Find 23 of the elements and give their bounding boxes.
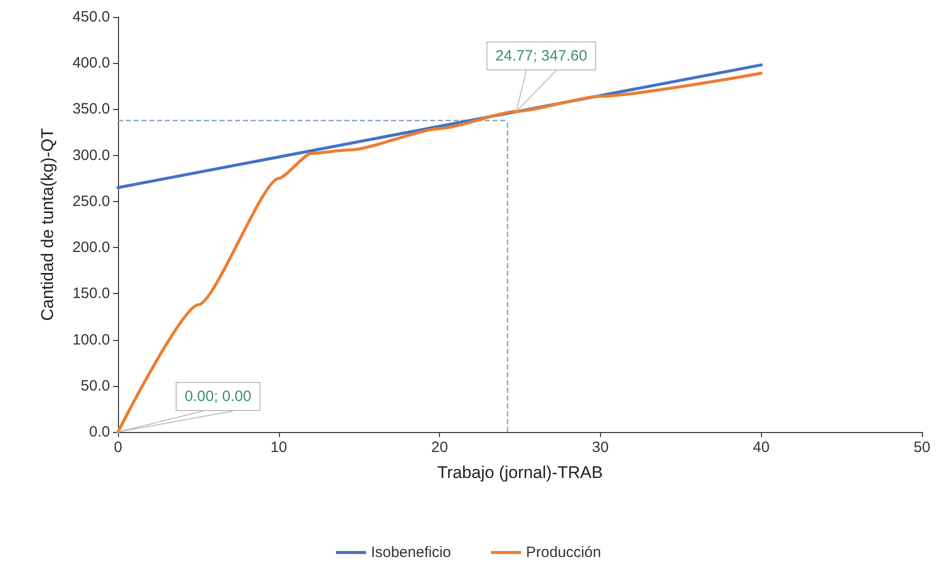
y-tick-label: 200.0 (72, 239, 110, 256)
y-axis-title: Cantidad de tunta(kg)-QT (38, 128, 57, 321)
x-tick-label: 30 (592, 439, 609, 456)
annotation: 24.77; 347.60 (495, 47, 588, 64)
x-tick-label: 40 (752, 439, 770, 456)
x-tick-label: 50 (914, 439, 930, 456)
x-tick-label: 0 (114, 439, 122, 456)
y-tick-label: 450.0 (72, 8, 110, 26)
y-tick-label: 100.0 (72, 331, 110, 348)
x-tick-label: 20 (431, 439, 448, 456)
legend-label: Producción (526, 544, 602, 561)
x-axis-title: Trabajo (jornal)-TRAB (437, 463, 603, 482)
annotation: 0.00; 0.00 (184, 388, 252, 405)
y-tick-label: 0.0 (89, 424, 110, 440)
legend-label: Isobeneficio (370, 544, 452, 561)
line-series (116, 72, 763, 434)
y-tick-label: 150.0 (72, 285, 110, 302)
y-tick-label: 350.0 (72, 100, 110, 118)
y-tick-label: 50.0 (80, 377, 110, 394)
y-tick-label: 400.0 (72, 54, 110, 72)
x-tick-label: 10 (270, 439, 288, 456)
y-tick-label: 250.0 (72, 192, 110, 210)
y-tick-label: 300.0 (72, 146, 110, 164)
